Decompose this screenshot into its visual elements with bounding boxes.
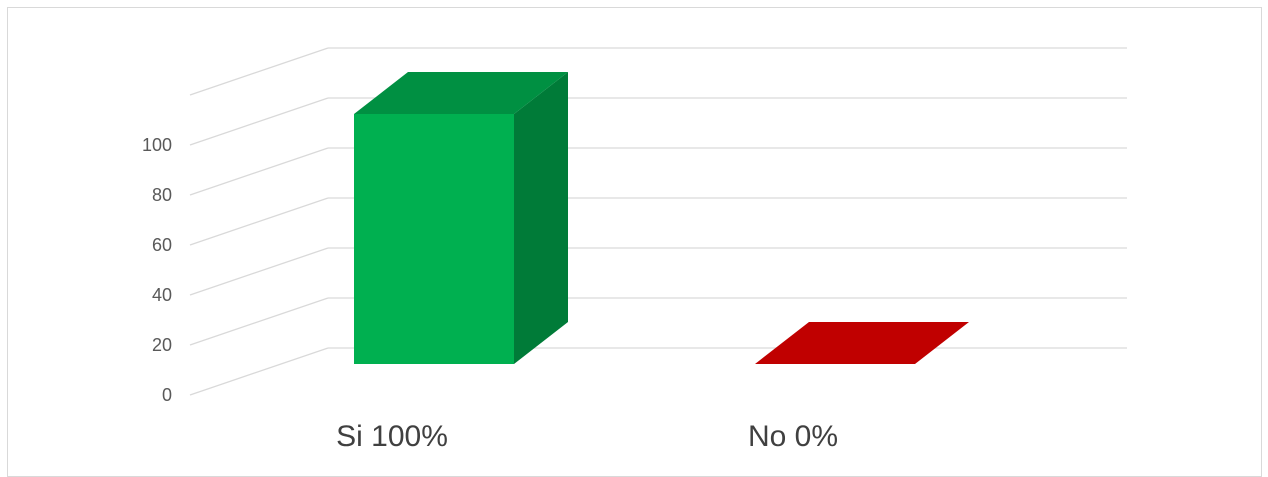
- y-tick-label: 20: [152, 335, 172, 355]
- y-tick-label: 100: [142, 135, 172, 155]
- gridline-diagonal: [189, 347, 329, 396]
- gridline-diagonal: [189, 97, 329, 146]
- y-tick-label: 80: [152, 185, 172, 205]
- x-category-label: No 0%: [748, 420, 838, 453]
- y-tick-label: 60: [152, 235, 172, 255]
- bar-side: [514, 72, 568, 364]
- bar-1: [755, 322, 969, 364]
- x-category-label: Si 100%: [336, 420, 448, 453]
- bar-0: [354, 72, 568, 364]
- bar-top: [755, 322, 969, 364]
- gridline-diagonal: [189, 47, 329, 96]
- gridline-diagonal: [189, 297, 329, 346]
- y-tick-label: 40: [152, 285, 172, 305]
- y-tick-label: 0: [162, 385, 172, 405]
- bar-top: [354, 72, 568, 114]
- y-axis-ticks: 0 20 40 60 80 100: [142, 135, 172, 405]
- gridline-diagonal: [189, 247, 329, 296]
- x-axis-labels: Si 100% No 0%: [336, 420, 838, 453]
- gridline-diagonal: [189, 197, 329, 246]
- gridlines: [189, 47, 1127, 396]
- bar-chart: 0 20 40 60 80 100 Si 100% No 0%: [142, 47, 1127, 453]
- gridline-diagonal: [189, 147, 329, 196]
- chart-frame: [7, 7, 1262, 477]
- bars: [354, 72, 969, 364]
- bar-front: [354, 114, 514, 364]
